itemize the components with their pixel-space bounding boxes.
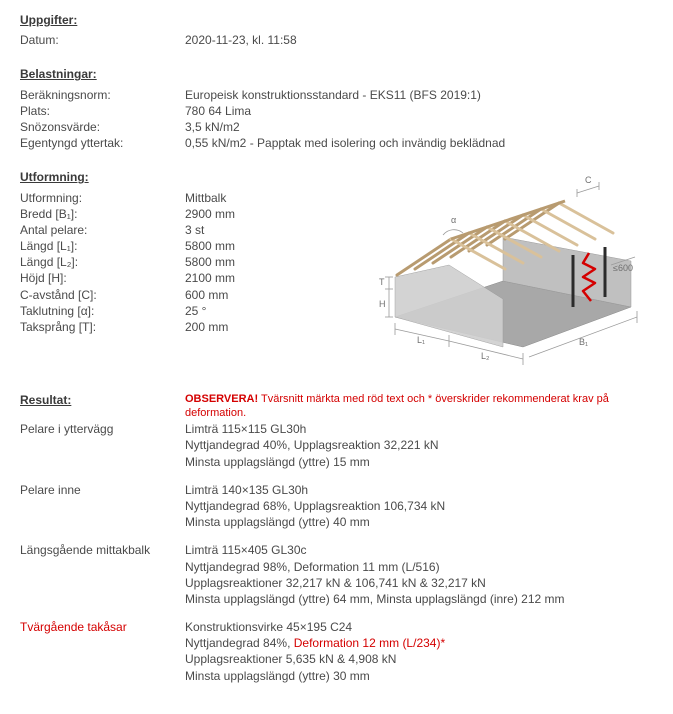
- section-title-utformning: Utformning:: [20, 169, 363, 185]
- result-line: Limträ 115×115 GL30h: [185, 421, 653, 437]
- annot-c: C: [585, 175, 592, 185]
- result-block: Längsgående mittakbalkLimträ 115×405 GL3…: [20, 542, 653, 607]
- annot-t: T: [379, 277, 385, 287]
- data-row: Längd [L₂]:5800 mm: [20, 254, 363, 270]
- result-lines: Konstruktionsvirke 45×195 C24Nyttjandegr…: [185, 619, 653, 684]
- row-value: 2900 mm: [185, 206, 363, 222]
- result-block: Tvärgående takåsarKonstruktionsvirke 45×…: [20, 619, 653, 684]
- data-row: Beräkningsnorm:Europeisk konstruktionsst…: [20, 87, 653, 103]
- row-value: Europeisk konstruktionsstandard - EKS11 …: [185, 87, 653, 103]
- result-lines: Limträ 115×405 GL30cNyttjandegrad 98%, D…: [185, 542, 653, 607]
- row-value: 0,55 kN/m2 - Papptak med isolering och i…: [185, 135, 653, 151]
- result-label: Längsgående mittakbalk: [20, 542, 185, 607]
- result-line: Limträ 115×405 GL30c: [185, 542, 653, 558]
- result-lines: Limträ 115×115 GL30hNyttjandegrad 40%, U…: [185, 421, 653, 470]
- row-label: Taksprång [T]:: [20, 319, 185, 335]
- row-label: Snözonsvärde:: [20, 119, 185, 135]
- annot-b: B₁: [579, 337, 588, 347]
- data-row: Plats:780 64 Lima: [20, 103, 653, 119]
- result-line: Minsta upplagslängd (yttre) 30 mm: [185, 668, 653, 684]
- result-label: Pelare inne: [20, 482, 185, 531]
- row-value: 780 64 Lima: [185, 103, 653, 119]
- section-title-belastningar: Belastningar:: [20, 66, 653, 82]
- result-line: Upplagsreaktioner 5,635 kN & 4,908 kN: [185, 651, 653, 667]
- warning-bold: OBSERVERA!: [185, 393, 258, 405]
- section-title-resultat: Resultat:: [20, 392, 185, 418]
- data-row: Egentyngd yttertak:0,55 kN/m2 - Papptak …: [20, 135, 653, 151]
- row-label: C-avstånd [C]:: [20, 287, 185, 303]
- section-uppgifter: Uppgifter: Datum:2020-11-23, kl. 11:58: [20, 12, 653, 48]
- result-label: Tvärgående takåsar: [20, 619, 185, 684]
- row-label: Höjd [H]:: [20, 270, 185, 286]
- section-resultat: Resultat: OBSERVERA! Tvärsnitt märkta me…: [20, 392, 653, 684]
- row-label: Taklutning [α]:: [20, 303, 185, 319]
- data-row: Antal pelare:3 st: [20, 222, 363, 238]
- annot-l2: L₂: [481, 351, 490, 361]
- result-line: Minsta upplagslängd (yttre) 64 mm, Minst…: [185, 591, 653, 607]
- section-title-uppgifter: Uppgifter:: [20, 12, 653, 28]
- row-label: Datum:: [20, 32, 185, 48]
- data-row: Taklutning [α]:25 °: [20, 303, 363, 319]
- result-line: Nyttjandegrad 40%, Upplagsreaktion 32,22…: [185, 437, 653, 453]
- data-row: Datum:2020-11-23, kl. 11:58: [20, 32, 653, 48]
- data-row: C-avstånd [C]:600 mm: [20, 287, 363, 303]
- result-line: Minsta upplagslängd (yttre) 15 mm: [185, 454, 653, 470]
- row-value: 2020-11-23, kl. 11:58: [185, 32, 653, 48]
- result-line: Minsta upplagslängd (yttre) 40 mm: [185, 514, 653, 530]
- result-line: Konstruktionsvirke 45×195 C24: [185, 619, 653, 635]
- row-value: 3,5 kN/m2: [185, 119, 653, 135]
- row-value: 600 mm: [185, 287, 363, 303]
- result-line-warning: Deformation 12 mm (L/234)*: [294, 636, 445, 650]
- annot-alpha: α: [451, 215, 456, 225]
- result-line: Upplagsreaktioner 32,217 kN & 106,741 kN…: [185, 575, 653, 591]
- row-label: Längd [L₂]:: [20, 254, 185, 270]
- row-label: Antal pelare:: [20, 222, 185, 238]
- building-diagram: α C T H L₁ L₂ B₁ ≤600: [373, 169, 653, 369]
- row-label: Bredd [B₁]:: [20, 206, 185, 222]
- annot-600: ≤600: [613, 263, 633, 273]
- data-row: Snözonsvärde:3,5 kN/m2: [20, 119, 653, 135]
- data-row: Bredd [B₁]:2900 mm: [20, 206, 363, 222]
- row-label: Plats:: [20, 103, 185, 119]
- row-value: 200 mm: [185, 319, 363, 335]
- section-utformning: Utformning: Utformning:MittbalkBredd [B₁…: [20, 169, 653, 373]
- row-value: 2100 mm: [185, 270, 363, 286]
- result-block: Pelare inneLimträ 140×135 GL30hNyttjande…: [20, 482, 653, 531]
- result-lines: Limträ 140×135 GL30hNyttjandegrad 68%, U…: [185, 482, 653, 531]
- row-label: Beräkningsnorm:: [20, 87, 185, 103]
- result-label: Pelare i yttervägg: [20, 421, 185, 470]
- row-value: 3 st: [185, 222, 363, 238]
- row-label: Utformning:: [20, 190, 185, 206]
- row-value: 5800 mm: [185, 254, 363, 270]
- row-value: Mittbalk: [185, 190, 363, 206]
- result-line: Nyttjandegrad 98%, Deformation 11 mm (L/…: [185, 559, 653, 575]
- result-line: Limträ 140×135 GL30h: [185, 482, 653, 498]
- row-label: Egentyngd yttertak:: [20, 135, 185, 151]
- result-line: Nyttjandegrad 84%, Deformation 12 mm (L/…: [185, 635, 653, 651]
- row-value: 25 °: [185, 303, 363, 319]
- row-label: Längd [L₁]:: [20, 238, 185, 254]
- data-row: Längd [L₁]:5800 mm: [20, 238, 363, 254]
- result-line: Nyttjandegrad 68%, Upplagsreaktion 106,7…: [185, 498, 653, 514]
- diagram-container: α C T H L₁ L₂ B₁ ≤600: [373, 169, 653, 373]
- section-belastningar: Belastningar: Beräkningsnorm:Europeisk k…: [20, 66, 653, 151]
- row-value: 5800 mm: [185, 238, 363, 254]
- data-row: Utformning:Mittbalk: [20, 190, 363, 206]
- data-row: Taksprång [T]:200 mm: [20, 319, 363, 335]
- result-warning: OBSERVERA! Tvärsnitt märkta med röd text…: [185, 392, 653, 422]
- annot-l1: L₁: [417, 335, 425, 345]
- data-row: Höjd [H]:2100 mm: [20, 270, 363, 286]
- annot-h: H: [379, 299, 386, 309]
- result-block: Pelare i ytterväggLimträ 115×115 GL30hNy…: [20, 421, 653, 470]
